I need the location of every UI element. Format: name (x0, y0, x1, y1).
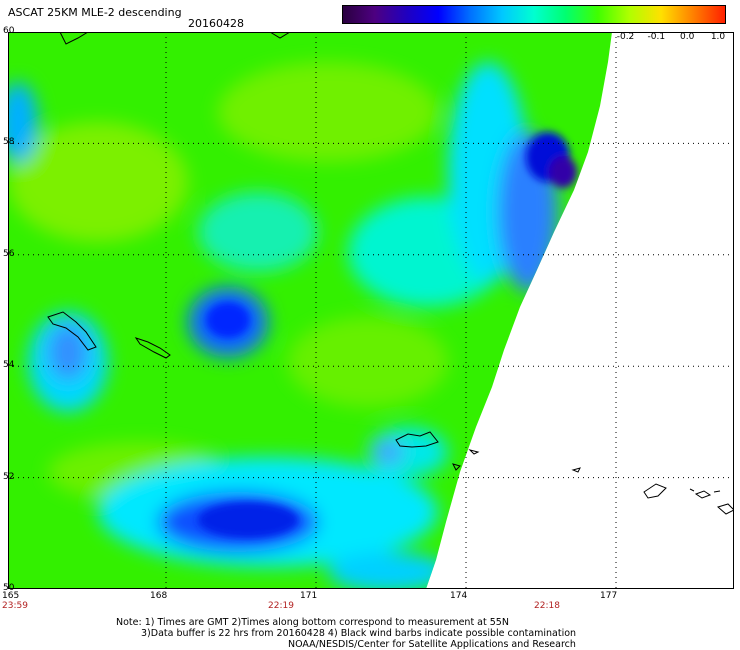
map-title: ASCAT 25KM MLE-2 descending (8, 6, 182, 19)
longitude-label: 177 (600, 591, 618, 601)
latitude-label: 52 (3, 471, 15, 482)
data-swath (8, 32, 612, 589)
time-label: 22:18 (534, 601, 560, 611)
colorbar-tick-label: 0.0 (679, 32, 695, 42)
footer-note-line1: Note: 1) Times are GMT 2)Times along bot… (116, 617, 509, 628)
time-label: 22:19 (268, 601, 294, 611)
longitude-label: 174 (450, 591, 468, 601)
footer-credit: NOAA/NESDIS/Center for Satellite Applica… (288, 639, 576, 650)
colorbar-tick-label: -0.1 (647, 32, 666, 42)
map-date: 20160428 (188, 17, 244, 30)
latitude-label: 54 (3, 360, 15, 371)
longitude-label: 171 (300, 591, 318, 601)
longitude-label: 168 (150, 591, 168, 601)
latitude-label: 50 (3, 583, 15, 593)
latitude-label: 58 (3, 137, 15, 148)
colorbar-tick-label: 1.0 (710, 32, 726, 42)
latitude-label: 60 (3, 26, 15, 36)
wind-map (8, 32, 734, 589)
longitude-label: 165 (2, 591, 20, 601)
colorbar-tick-label: -0.2 (616, 32, 635, 42)
time-label: 23:59 (2, 601, 28, 611)
latitude-label: 56 (3, 248, 15, 259)
colorbar-strip (342, 5, 726, 24)
lat-lon-grid (8, 32, 734, 589)
map-frame (8, 32, 734, 589)
coastlines (47, 32, 734, 515)
footer-note-line2: 3)Data buffer is 22 hrs from 20160428 4)… (141, 628, 577, 639)
